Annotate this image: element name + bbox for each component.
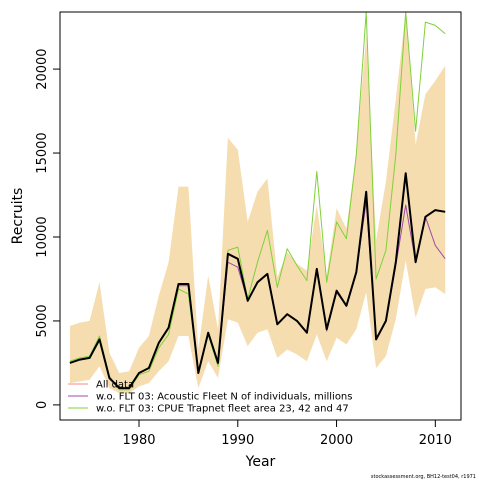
y-tick-label: 0 (35, 401, 50, 409)
plot-frame (59, 11, 462, 421)
legend-entry: w.o. FLT 03: Acoustic Fleet N of individ… (96, 392, 352, 403)
y-tick-label: 5000 (35, 304, 50, 337)
legend-entry: All data (96, 380, 134, 391)
x-tick-label: 2010 (419, 433, 452, 448)
series-line-3 (69, 172, 446, 390)
y-tick-label: 15000 (35, 132, 50, 173)
y-tick-label: 20000 (35, 48, 50, 89)
x-tick-label: 1980 (122, 433, 155, 448)
x-axis-label: Year (245, 454, 276, 470)
x-axis: 1980 1990 2000 2010 (122, 420, 452, 448)
x-tick-label: 2000 (320, 433, 353, 448)
legend-entry: w.o. FLT 03: CPUE Trapnet fleet area 23,… (96, 404, 349, 415)
y-axis-label: Recruits (10, 188, 26, 245)
confidence-band (69, 12, 446, 394)
y-tick-label: 10000 (35, 216, 50, 257)
footnote: stockassessment.org, BH12-test04, r1971 (371, 474, 476, 480)
y-axis: 0 5000 10000 15000 20000 (35, 48, 60, 409)
x-tick-label: 1990 (221, 433, 254, 448)
